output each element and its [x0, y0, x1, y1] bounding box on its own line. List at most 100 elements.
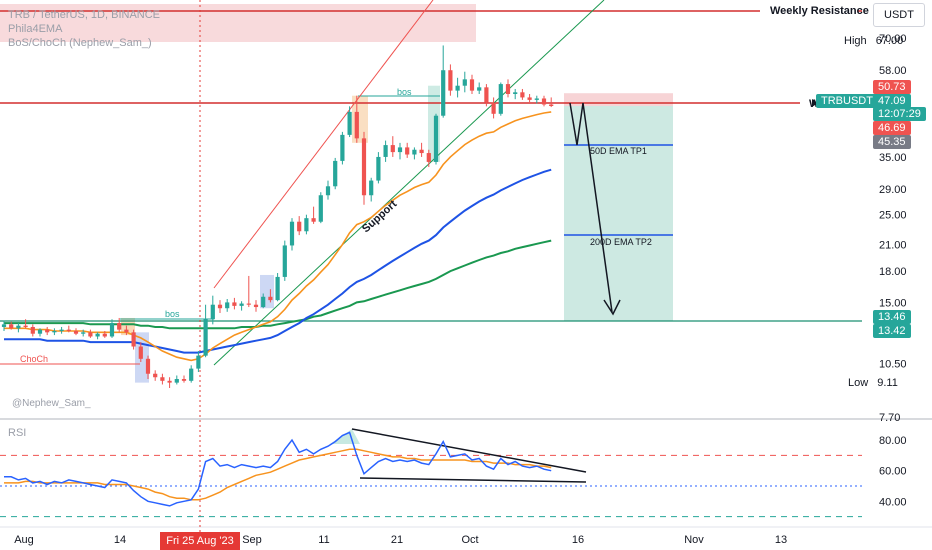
time-tick-label: 16 — [572, 534, 584, 546]
symbol-legend[interactable]: TRB / TetherUS, 1D, BINANCE — [8, 9, 161, 21]
candle — [513, 88, 518, 100]
candle-body — [505, 84, 511, 94]
indicator-legend-bos[interactable]: BoS/ChoCh (Nephew_Sam_) — [8, 37, 152, 49]
support-label: Support — [360, 198, 400, 235]
candle — [462, 71, 467, 93]
candle — [484, 84, 489, 107]
candle-body — [289, 221, 295, 246]
candle-body — [73, 330, 79, 334]
grid-layer — [0, 418, 932, 528]
time-tick-label: Oct — [461, 534, 478, 546]
last-price-label: 47.09 — [873, 94, 911, 108]
candle-body — [232, 302, 237, 306]
candle-body — [59, 329, 64, 331]
candle — [203, 304, 208, 358]
candle — [491, 97, 496, 119]
tp2-label: 200D EMA TP2 — [590, 237, 652, 247]
candle-body — [448, 70, 453, 91]
candle-body — [181, 379, 187, 381]
candle-body — [95, 333, 100, 337]
candle-body — [426, 153, 431, 162]
price-axis[interactable]: 7.70 10.50 15.00 18.00 21.00 25.00 29.00 35.00 5… — [879, 33, 907, 424]
rsi-legend[interactable]: RSI — [8, 427, 27, 439]
candle-body — [261, 296, 266, 308]
drawings-layer — [0, 0, 862, 532]
candle-body — [9, 324, 14, 329]
low-label: Low 9.11 — [848, 377, 898, 389]
candle-body — [196, 355, 201, 369]
candle-body — [167, 380, 172, 383]
time-tick-label: Sep — [242, 534, 262, 546]
entry-price-label: 46.69 — [873, 121, 911, 135]
candle-body — [455, 85, 460, 91]
candle-body — [534, 98, 539, 100]
candle — [268, 289, 273, 303]
low-text: Low — [848, 377, 869, 389]
candle — [318, 192, 323, 224]
candle-body — [390, 145, 395, 153]
candle-body — [45, 329, 50, 333]
candle-body — [549, 104, 554, 106]
candle-body — [282, 245, 287, 277]
time-tick-label: 13 — [775, 534, 787, 546]
candle — [66, 325, 71, 333]
candle — [217, 300, 223, 314]
candle — [181, 375, 187, 383]
tp1-label: 50D EMA TP1 — [590, 146, 647, 156]
candle-body — [340, 134, 345, 161]
candle-body — [325, 186, 331, 196]
candle — [246, 275, 251, 308]
candle — [340, 131, 345, 165]
candle — [9, 321, 14, 330]
candle-body — [513, 92, 518, 94]
candle-body — [66, 329, 71, 331]
candle — [16, 323, 21, 333]
price-tick-label: 7.70 — [879, 412, 900, 424]
time-tick-label: 14 — [114, 534, 126, 546]
candle-body — [383, 145, 388, 157]
candle — [354, 95, 359, 143]
candle-body — [433, 115, 439, 162]
candle — [333, 157, 338, 190]
rsi-ma-line — [4, 448, 552, 501]
candle — [145, 355, 151, 380]
candle-body — [52, 330, 57, 333]
currency-selector[interactable]: USDT — [873, 3, 925, 27]
candle — [534, 95, 539, 104]
candle — [52, 328, 57, 336]
candle-body — [520, 92, 525, 98]
candle-body — [347, 111, 352, 135]
candle-body — [527, 97, 532, 100]
candle — [397, 142, 403, 160]
candle-body — [405, 147, 410, 155]
candle-body — [333, 160, 338, 187]
rsi-divergence-lower — [359, 477, 587, 483]
candle-body — [102, 333, 107, 337]
candle — [160, 373, 165, 385]
rsi-tick-label: 40.00 — [879, 496, 907, 508]
candle — [196, 351, 201, 373]
candle — [189, 365, 194, 383]
crosshair-date-badge: Fri 25 Aug '23 — [160, 532, 240, 550]
price-tick-label: 25.00 — [879, 210, 907, 222]
candle-body — [376, 156, 381, 181]
channel-lower-line — [213, 0, 605, 366]
candle — [45, 326, 50, 336]
candle — [412, 147, 417, 160]
candle-body — [477, 87, 482, 91]
candle — [433, 113, 439, 165]
candle — [124, 325, 129, 336]
candle — [469, 74, 475, 94]
arrow-down-icon — [603, 299, 621, 316]
zones-layer — [0, 4, 673, 383]
candle-body — [253, 304, 259, 308]
rsi-axis[interactable]: 40.00 60.00 80.00 — [879, 435, 907, 508]
price-tick-label: 18.00 — [879, 266, 907, 278]
indicator-legend-ema[interactable]: Phila4EMA — [8, 23, 63, 35]
time-axis[interactable]: Aug 14 Sep 11 21 Oct 16 Nov 13 — [14, 534, 787, 546]
candle — [541, 95, 547, 107]
bos-label-left: bos — [165, 309, 180, 319]
rsi-line — [4, 431, 552, 507]
candle — [383, 140, 388, 162]
